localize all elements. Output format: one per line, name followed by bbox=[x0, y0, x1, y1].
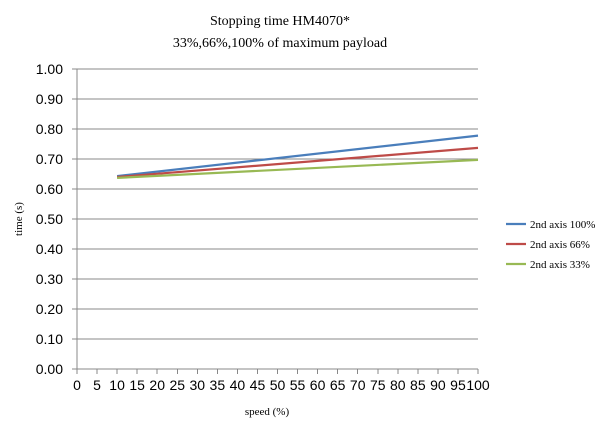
x-tick-label: 25 bbox=[169, 377, 185, 393]
x-tick-label: 35 bbox=[210, 377, 226, 393]
y-tick-label: 0.00 bbox=[36, 361, 63, 377]
series-line bbox=[116, 134, 479, 178]
x-tick-label: 80 bbox=[390, 377, 406, 393]
x-tick-label: 60 bbox=[310, 377, 326, 393]
x-tick-label: 75 bbox=[370, 377, 386, 393]
x-tick-label: 100 bbox=[466, 377, 490, 393]
x-axis-ticks: 0 5 10 15 20 25 30 35 40 45 50 55 60 65 70 75 80 85 90 95 10… bbox=[73, 369, 490, 393]
x-tick-label: 40 bbox=[230, 377, 246, 393]
series-lines bbox=[116, 134, 479, 179]
x-tick-label: 70 bbox=[350, 377, 366, 393]
x-tick-label: 85 bbox=[410, 377, 426, 393]
x-tick-label: 0 bbox=[73, 377, 81, 393]
x-tick-label: 5 bbox=[93, 377, 101, 393]
y-tick-label: 0.90 bbox=[36, 91, 63, 107]
y-tick-label: 0.70 bbox=[36, 151, 63, 167]
legend-label: 2nd axis 100% bbox=[530, 219, 595, 231]
gridlines bbox=[76, 68, 478, 370]
y-tick-label: 0.80 bbox=[36, 121, 63, 137]
x-tick-label: 20 bbox=[149, 377, 165, 393]
y-tick-label: 0.50 bbox=[36, 211, 63, 227]
legend-label: 2nd axis 33% bbox=[530, 259, 590, 271]
series-line bbox=[117, 158, 479, 179]
x-tick-label: 45 bbox=[250, 377, 266, 393]
legend-label: 2nd axis 66% bbox=[530, 239, 590, 251]
y-tick-label: 0.30 bbox=[36, 271, 63, 287]
y-tick-label: 0.40 bbox=[36, 241, 63, 257]
x-tick-label: 65 bbox=[330, 377, 346, 393]
x-tick-label: 90 bbox=[430, 377, 446, 393]
x-axis-label: speed (%) bbox=[245, 406, 290, 418]
y-axis-ticks: 0.00 0.10 0.20 0.30 0.40 0.50 0.60 0.70 0.80 0.90… bbox=[36, 61, 77, 377]
chart-title: Stopping time HM4070* bbox=[210, 14, 350, 29]
legend: 2nd axis 100% 2nd axis 66% 2nd axis 33% bbox=[506, 219, 595, 271]
y-tick-label: 1.00 bbox=[36, 61, 63, 77]
x-tick-label: 10 bbox=[109, 377, 125, 393]
x-tick-label: 55 bbox=[290, 377, 306, 393]
series-line bbox=[117, 146, 479, 179]
y-tick-label: 0.20 bbox=[36, 301, 63, 317]
y-tick-label: 0.60 bbox=[36, 181, 63, 197]
y-tick-label: 0.10 bbox=[36, 331, 63, 347]
x-tick-label: 15 bbox=[129, 377, 145, 393]
x-tick-label: 95 bbox=[450, 377, 466, 393]
x-tick-label: 50 bbox=[270, 377, 286, 393]
x-tick-label: 30 bbox=[190, 377, 206, 393]
chart-subtitle: 33%,66%,100% of maximum payload bbox=[173, 36, 387, 51]
y-axis-label: time (s) bbox=[13, 202, 25, 236]
